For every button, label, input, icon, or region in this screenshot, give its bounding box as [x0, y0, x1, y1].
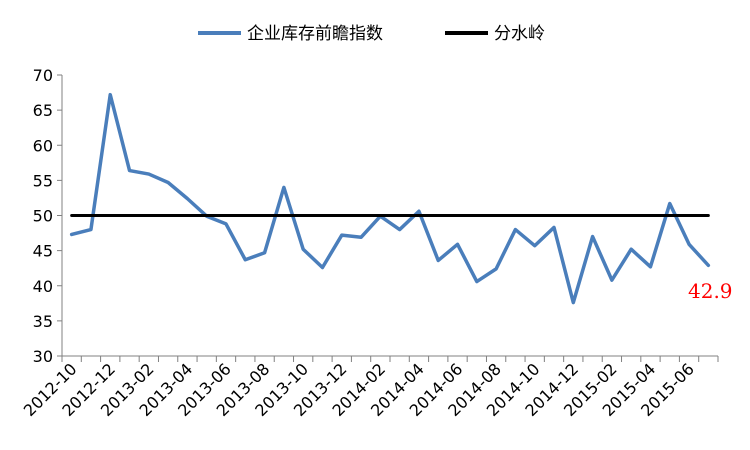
series-line-inventory-index	[69, 92, 711, 305]
last-value-annotation: 42.9	[688, 279, 733, 303]
legend: 企业库存前瞻指数 分水岭	[198, 24, 545, 44]
y-tick-label-50: 50	[33, 207, 53, 226]
y-tick-label-35: 35	[33, 312, 53, 331]
y-tick-label-55: 55	[33, 171, 53, 190]
y-tick-label-30: 30	[33, 347, 53, 366]
axes: 3035404550556065702012-102012-122013-022…	[20, 66, 719, 420]
y-tick-label-45: 45	[33, 242, 53, 261]
y-tick-label-65: 65	[33, 101, 53, 120]
series-layer	[69, 92, 711, 305]
legend-label-inventory-index: 企业库存前瞻指数	[247, 24, 383, 44]
y-tick-label-40: 40	[33, 277, 53, 296]
legend-label-watershed: 分水岭	[494, 24, 545, 44]
y-tick-label-70: 70	[33, 66, 53, 85]
y-tick-label-60: 60	[33, 136, 53, 155]
